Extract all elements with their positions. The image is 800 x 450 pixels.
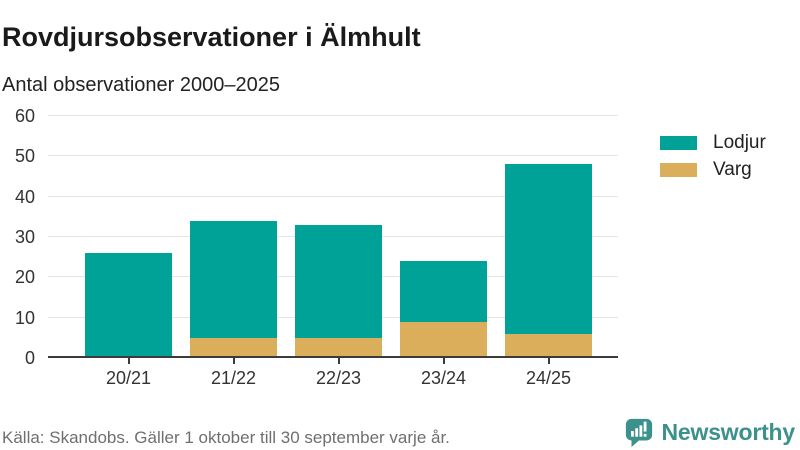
x-tick-23-24 xyxy=(442,358,445,364)
legend-swatch-varg xyxy=(660,163,697,177)
x-tick-22-23 xyxy=(337,358,340,364)
x-tick-label-24-25: 24/25 xyxy=(525,368,572,388)
legend-label-varg: Varg xyxy=(713,159,752,180)
x-tick-24-25 xyxy=(547,358,550,364)
gridline-40 xyxy=(48,195,618,197)
bar-segment-lodjur-23-24 xyxy=(400,261,487,322)
bar-segment-varg-24-25 xyxy=(505,333,592,358)
y-tick-label-30: 30 xyxy=(14,227,35,247)
source-note: Källa: Skandobs. Gäller 1 oktober till 3… xyxy=(2,428,450,447)
newsworthy-wordmark: Newsworthy xyxy=(661,418,796,445)
legend-swatch-lodjur xyxy=(660,136,697,150)
x-axis-line xyxy=(48,356,618,358)
x-tick-label-20-21: 20/21 xyxy=(105,368,152,388)
plot-area xyxy=(48,115,618,358)
x-tick-label-21-22: 21/22 xyxy=(210,368,257,388)
y-tick-label-50: 50 xyxy=(14,146,35,167)
y-axis-labels: 0 10 20 30 40 50 60 xyxy=(0,106,40,368)
newsworthy-logo: Newsworthy xyxy=(624,417,795,447)
bar-22-23 xyxy=(295,224,382,358)
bar-segment-lodjur-24-25 xyxy=(505,164,592,334)
x-tick-label-23-24: 23/24 xyxy=(420,368,467,388)
y-tick-label-20: 20 xyxy=(14,267,35,288)
newsworthy-bubble-chart-icon xyxy=(625,418,652,447)
y-tick-label-10: 10 xyxy=(14,307,35,328)
x-tick-21-22 xyxy=(232,358,235,364)
bar-segment-lodjur-20-21 xyxy=(85,253,172,358)
x-tick-20-21 xyxy=(127,358,130,364)
legend-item-varg: Varg xyxy=(660,159,766,180)
legend-item-lodjur: Lodjur xyxy=(660,132,766,153)
bar-segment-lodjur-21-22 xyxy=(190,220,277,338)
bar-segment-lodjur-22-23 xyxy=(295,224,382,338)
x-axis: 20/21 21/22 22/23 23/24 24/25 xyxy=(0,358,800,398)
bar-20-21 xyxy=(85,253,172,358)
chart-title: Rovdjursobservationer i Älmhult xyxy=(2,22,421,53)
bar-segment-varg-22-23 xyxy=(295,337,382,358)
gridline-50 xyxy=(48,155,618,157)
bar-segment-varg-23-24 xyxy=(400,321,487,358)
bar-segment-varg-21-22 xyxy=(190,337,277,358)
bar-24-25 xyxy=(505,164,592,358)
legend-label-lodjur: Lodjur xyxy=(713,132,766,153)
y-tick-label-0: 0 xyxy=(24,348,35,368)
y-tick-label-40: 40 xyxy=(14,186,35,207)
chart-subtitle: Antal observationer 2000–2025 xyxy=(2,74,280,96)
legend: Lodjur Varg xyxy=(660,132,766,188)
gridline-60 xyxy=(48,115,618,116)
bar-23-24 xyxy=(400,261,487,358)
x-tick-label-22-23: 22/23 xyxy=(315,368,362,388)
bar-21-22 xyxy=(190,220,277,358)
y-tick-label-60: 60 xyxy=(14,106,35,126)
